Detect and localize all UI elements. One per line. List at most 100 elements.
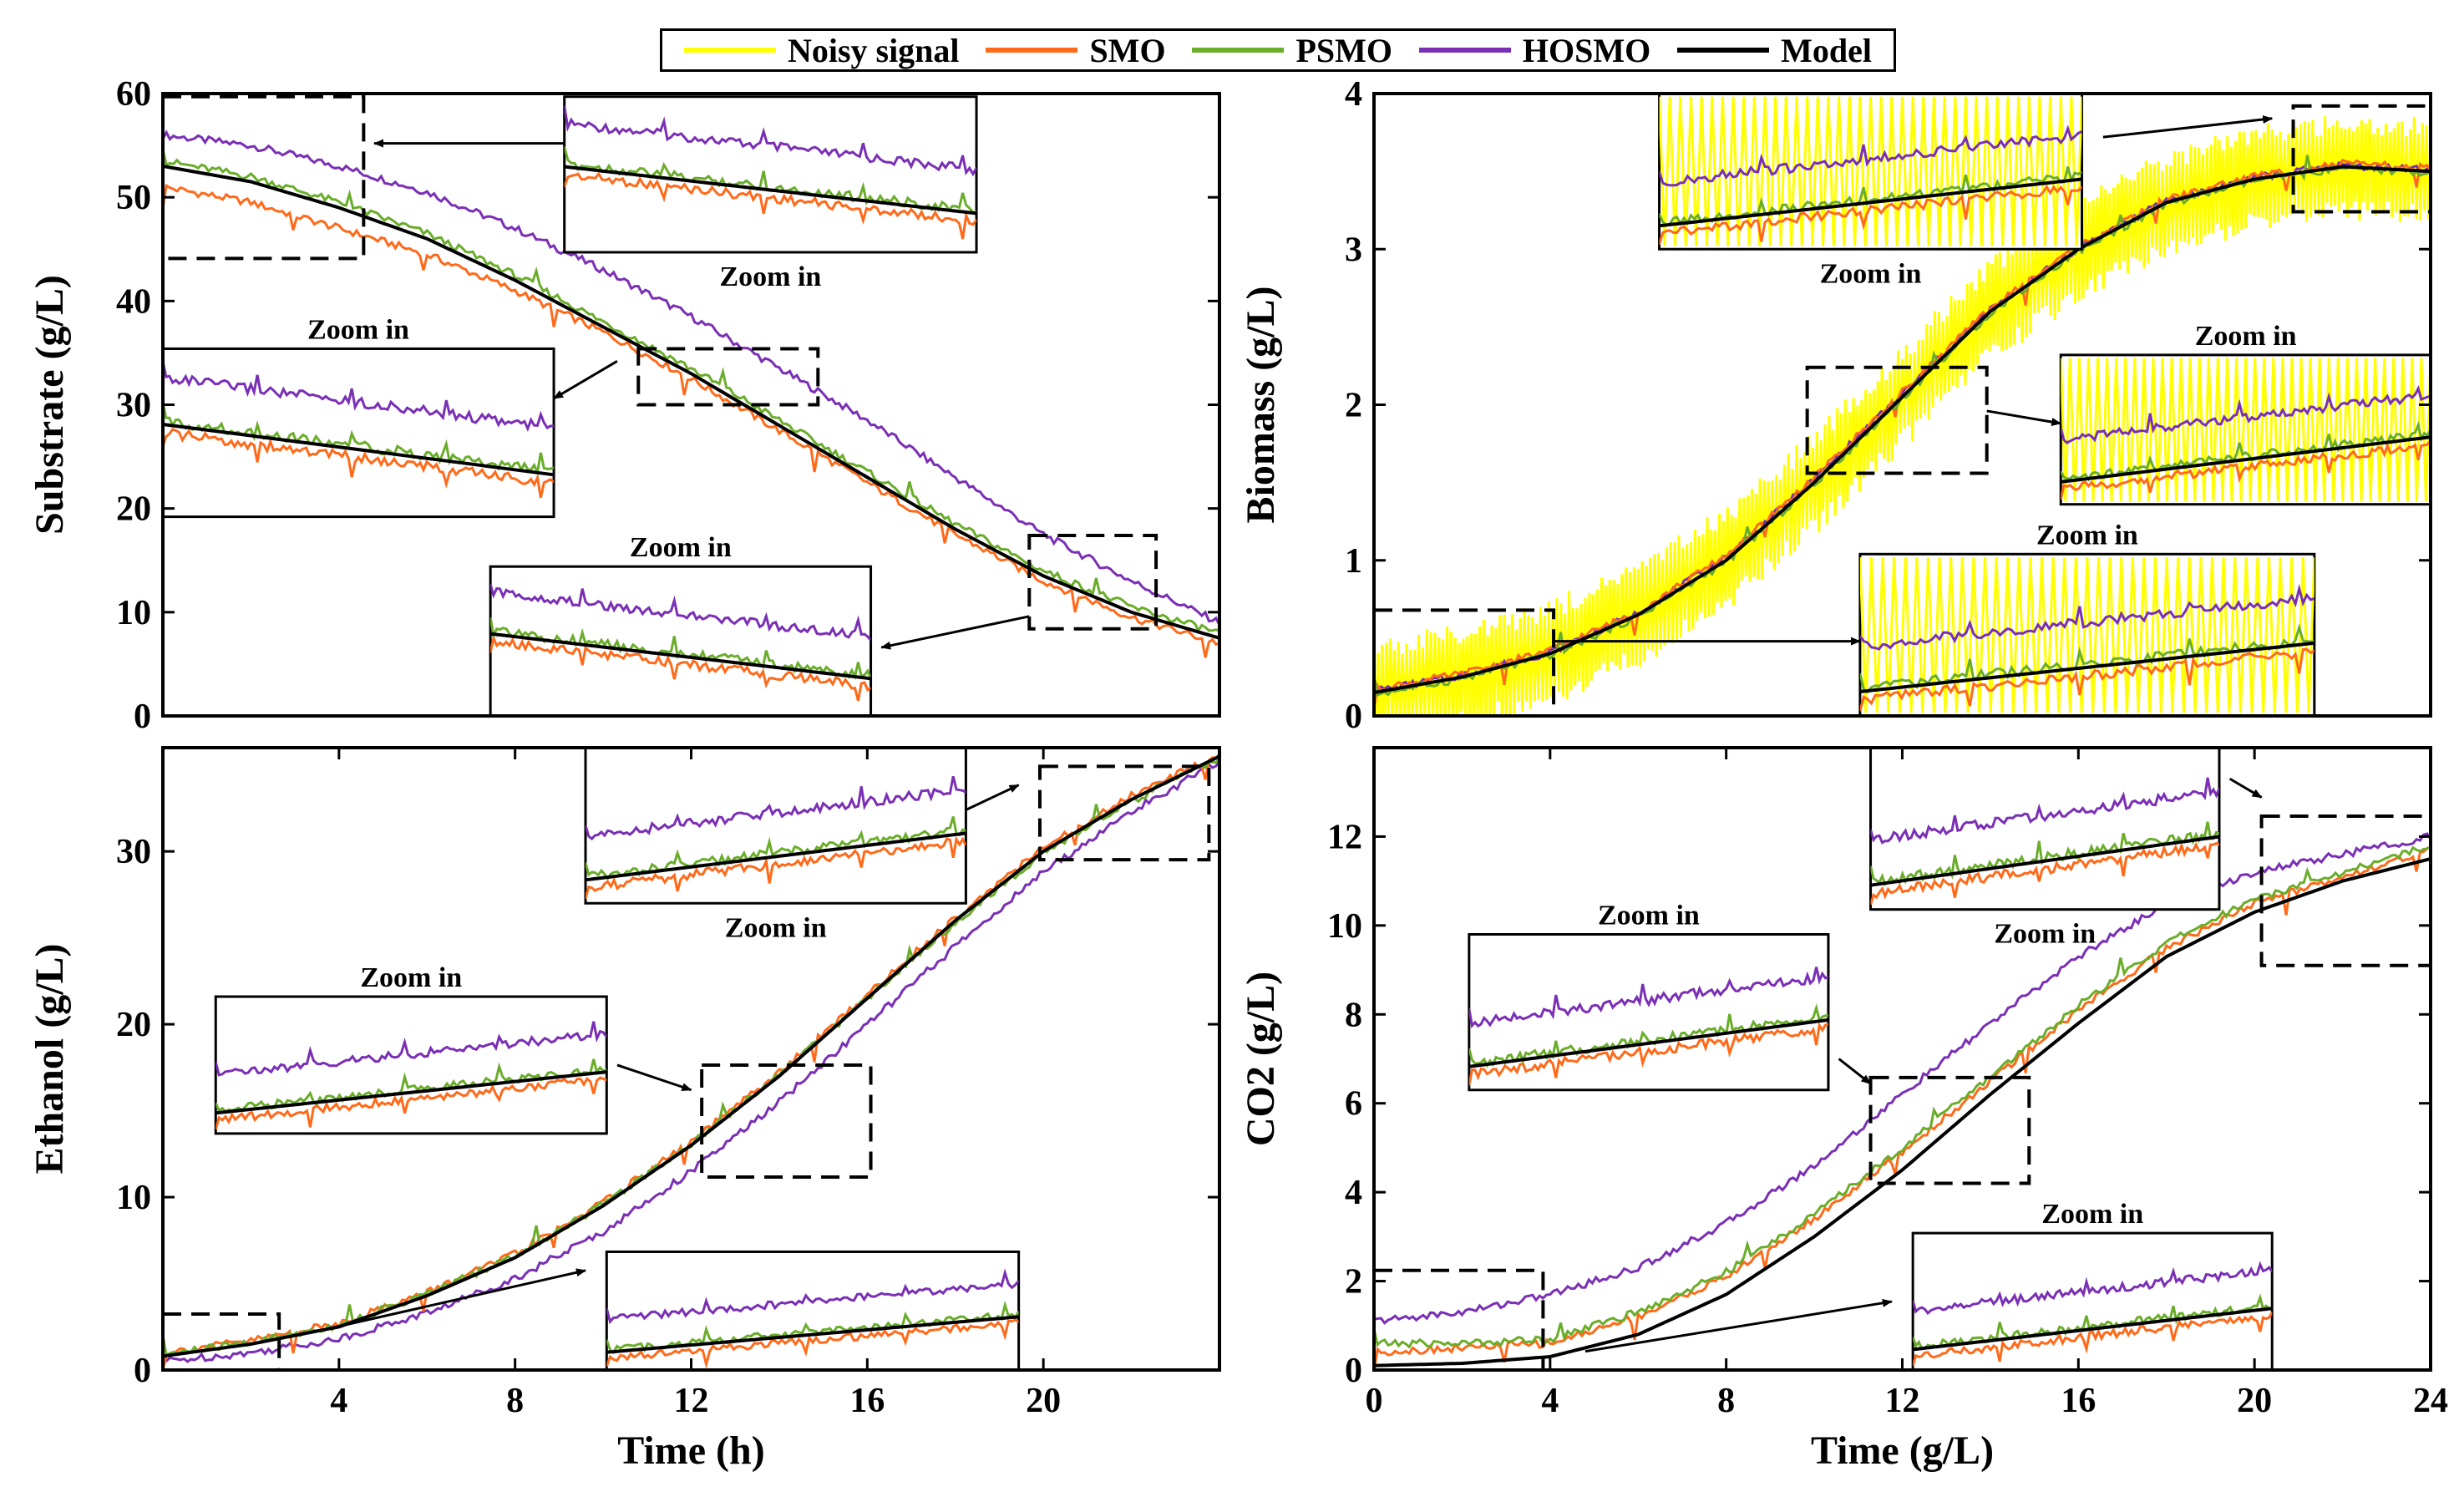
y-axis-label: Ethanol (g/L) [28,943,72,1174]
y-tick-label: 10 [1327,907,1362,946]
inset-series-hosmo [1913,1261,2273,1316]
zoom-in-label: Zoom in [2041,1199,2143,1230]
panel-ethanol: Zoom in Zoom in 0 10 20 30 4 8 12 16 20 Time (h) Eth… [28,746,1221,1473]
y-tick-label: 2 [1345,387,1362,425]
inset-series-hosmo [564,105,977,177]
legend-item-smo: SMO [986,31,1166,70]
zoom-region-box [1027,533,1158,631]
inset-series-smo [586,835,966,900]
zoom-inset-frame [1468,933,1830,1092]
zoom-region-box [161,94,366,261]
legend-swatch [1192,48,1285,53]
x-tick-label: 12 [1885,1382,1920,1420]
series-smo [1374,158,2431,710]
zoom-in-label: Zoom in [1598,901,1700,931]
inset-noisy-signal [1659,96,2082,246]
zoom-inset [605,1250,1021,1372]
series-hosmo [163,129,1219,626]
zoom-inset [563,95,978,254]
legend-label: HOSMO [1522,31,1651,69]
y-tick-label: 3 [1345,231,1362,269]
legend-swatch [683,48,776,53]
series-model [1374,857,2431,1368]
x-tick-label: 16 [849,1382,885,1420]
x-axis-label: Time (h) [617,1428,764,1473]
series-smo [163,183,1219,658]
zoom-arrow [553,360,618,400]
y-tick-label: 30 [116,387,151,425]
y-axis-label: CO2 (g/L) [1239,972,1283,1146]
zoom-in-label: Zoom in [719,261,821,292]
series-noisy-signal [1374,116,2431,716]
zoom-arrow [310,1268,586,1334]
zoom-inset-frame [1869,746,2221,911]
x-tick-label: 0 [1366,1382,1383,1420]
plot-area [1374,116,2431,716]
zoom-inset [1911,1231,2274,1372]
inset-series-hosmo [1468,967,1828,1028]
zoom-inset [214,995,608,1135]
zoom-inset-frame [605,1250,1021,1372]
inset-series-hosmo [586,775,966,841]
y-tick-label: 1 [1345,542,1362,581]
zoom-arrow [2102,115,2274,139]
inset-series-model [215,1070,607,1115]
legend-item-psmo: PSMO [1192,31,1392,70]
y-tick-label: 4 [1345,1174,1362,1212]
y-tick-label: 4 [1345,75,1362,114]
zoom-in-label: Zoom in [630,532,732,563]
series-model [163,164,1219,640]
inset-series-model [490,632,871,681]
zoom-inset [584,746,967,905]
inset-series-hosmo [215,1021,607,1077]
zoom-in-label: Zoom in [360,962,462,993]
y-tick-label: 60 [116,75,151,114]
y-tick-label: 6 [1345,1085,1362,1124]
inset-series-hosmo [490,583,871,642]
inset-series-smo [1468,1022,1828,1086]
x-tick-label: 16 [2061,1382,2096,1420]
zoom-in-label: Zoom in [307,314,409,345]
legend-label: PSMO [1295,31,1392,69]
inset-series-model [163,423,555,477]
y-tick-label: 10 [116,594,151,632]
inset-series-smo [606,1318,1019,1369]
zoom-region-box [2291,104,2433,214]
series-hosmo [1374,832,2431,1325]
zoom-in-label: Zoom in [1820,258,1922,289]
zoom-arrow [2228,777,2263,799]
inset-series-model [1870,835,2220,887]
series-smo [1374,845,2431,1370]
zoom-arrow [1986,409,2062,426]
zoom-arrow [965,784,1020,811]
zoom-in-label: Zoom in [1994,919,2096,950]
zoom-inset [1858,552,2316,718]
legend-swatch [1418,48,1511,53]
y-tick-label: 30 [116,833,151,871]
inset-series-smo [215,1076,607,1130]
legend-item-hosmo: HOSMO [1418,31,1651,70]
inset-series-hosmo [606,1268,1019,1325]
inset-series-hosmo [1870,777,2220,845]
legend-item-model: Model [1677,31,1872,70]
inset-series-model [1468,1017,1828,1068]
legend-item-noisy-signal: Noisy signal [683,31,960,70]
x-axis-label: Time (g/L) [1811,1428,1994,1473]
legend-label: Noisy signal [787,31,960,69]
zoom-inset [161,347,555,519]
zoom-in-label: Zoom in [725,912,827,943]
inset-series-smo [564,171,977,240]
inset-series-model [2061,435,2431,484]
legend-swatch [1677,48,1770,53]
zoom-in-label: Zoom in [2036,520,2138,551]
legend-swatch [986,48,1078,53]
y-tick-label: 8 [1345,996,1362,1034]
series-psmo [163,149,1219,633]
y-tick-label: 20 [116,490,151,529]
zoom-arrow [880,615,1030,650]
y-tick-label: 0 [1345,698,1362,736]
inset-series-smo [1870,841,2220,906]
inset-series-smo [1913,1312,2273,1367]
inset-series-model [606,1315,1019,1354]
